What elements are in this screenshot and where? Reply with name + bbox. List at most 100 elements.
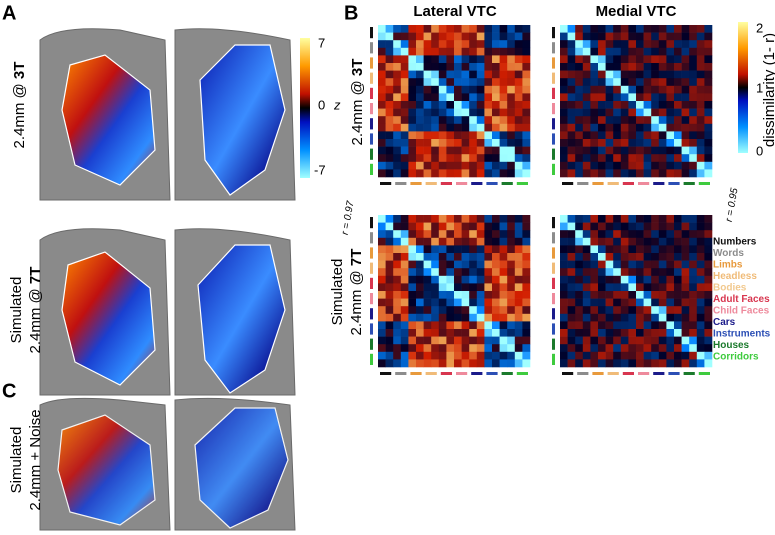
matrix-cell bbox=[590, 85, 599, 94]
matrix-cell bbox=[461, 245, 470, 254]
matrix-cell bbox=[666, 336, 675, 345]
matrix-cell bbox=[613, 230, 622, 239]
matrix-cell bbox=[704, 101, 713, 109]
matrix-cell bbox=[575, 78, 584, 87]
matrix-cell bbox=[560, 123, 568, 132]
matrix-cell bbox=[476, 306, 485, 315]
matrix-cell bbox=[560, 139, 568, 147]
matrix-cell bbox=[469, 253, 478, 261]
matrix-cell bbox=[378, 93, 386, 102]
matrix-cell bbox=[522, 329, 531, 337]
matrix-cell bbox=[461, 161, 470, 170]
matrix-cell bbox=[492, 268, 500, 277]
matrix-cell bbox=[454, 313, 462, 322]
matrix-cell bbox=[416, 260, 424, 269]
matrix-cell bbox=[567, 85, 576, 94]
matrix-cell bbox=[484, 146, 493, 155]
category-tick bbox=[471, 182, 483, 185]
matrix-cell bbox=[628, 63, 637, 71]
matrix-cell bbox=[514, 329, 523, 337]
matrix-cell bbox=[620, 139, 629, 147]
matrix-cell bbox=[567, 40, 576, 49]
matrix-cell bbox=[598, 154, 606, 163]
matrix-cell bbox=[605, 93, 614, 102]
matrix-cell bbox=[643, 329, 652, 337]
matrix-cell bbox=[385, 85, 394, 94]
matrix-cell bbox=[681, 161, 690, 170]
matrix-cell bbox=[643, 275, 652, 284]
matrix-cell bbox=[393, 237, 402, 246]
matrix-cell bbox=[378, 237, 386, 246]
row-label: 2.4mm + Noise bbox=[27, 409, 44, 510]
category-tick bbox=[395, 182, 407, 185]
matrix-cell bbox=[704, 63, 713, 71]
matrix-cell bbox=[492, 275, 500, 284]
matrix-cell bbox=[651, 47, 660, 56]
category-tick bbox=[622, 372, 634, 375]
matrix-cell bbox=[469, 283, 478, 292]
matrix-cell bbox=[385, 351, 394, 360]
matrix-cell bbox=[423, 85, 432, 94]
category-tick bbox=[552, 217, 555, 229]
matrix-cell bbox=[567, 306, 576, 315]
matrix-cell bbox=[393, 63, 402, 71]
matrix-cell bbox=[476, 131, 485, 140]
matrix-cell bbox=[582, 85, 591, 94]
matrix-cell bbox=[560, 253, 568, 261]
matrix-cell bbox=[393, 139, 402, 147]
matrix-cell bbox=[400, 291, 409, 299]
matrix-cell bbox=[507, 55, 516, 64]
matrix-cell bbox=[446, 321, 455, 330]
matrix-cell bbox=[613, 306, 622, 315]
matrix-cell bbox=[507, 291, 516, 299]
matrix-cell bbox=[454, 215, 462, 223]
matrix-cell bbox=[613, 146, 622, 155]
matrix-cell bbox=[575, 344, 584, 353]
label-part: 2.4mm @ bbox=[348, 266, 365, 335]
matrix-cell bbox=[416, 275, 424, 284]
matrix-cell bbox=[492, 161, 500, 170]
matrix-cell bbox=[492, 298, 500, 307]
matrix-cell bbox=[438, 351, 447, 360]
matrix-cell bbox=[681, 336, 690, 345]
matrix-cell bbox=[416, 47, 424, 56]
matrix-cell bbox=[575, 329, 584, 337]
matrix-cell bbox=[423, 123, 432, 132]
colorbar-tick: 7 bbox=[318, 35, 325, 50]
matrix-cell bbox=[484, 230, 493, 239]
matrix-cell bbox=[696, 154, 705, 163]
category-tick bbox=[638, 372, 650, 375]
matrix-cell bbox=[620, 55, 629, 64]
matrix-cell bbox=[492, 230, 500, 239]
matrix-cell bbox=[674, 253, 682, 261]
category-tick bbox=[370, 323, 373, 335]
matrix-cell bbox=[438, 359, 447, 368]
matrix-cell bbox=[393, 116, 402, 125]
matrix-cell bbox=[476, 291, 485, 299]
matrix-cell bbox=[393, 275, 402, 284]
matrix-cell bbox=[431, 237, 440, 246]
matrix-cell bbox=[476, 154, 485, 163]
category-tick bbox=[425, 182, 437, 185]
matrix-cell bbox=[598, 313, 606, 322]
matrix-cell bbox=[461, 268, 470, 277]
matrix-cell bbox=[469, 32, 478, 41]
matrix-cell bbox=[681, 306, 690, 315]
matrix-cell bbox=[522, 123, 531, 132]
matrix-cell bbox=[658, 108, 667, 117]
matrix-cell bbox=[681, 291, 690, 299]
matrix-cell bbox=[446, 351, 455, 360]
matrix-cell bbox=[620, 344, 629, 353]
colorbar-tick: 2 bbox=[756, 20, 763, 35]
matrix-cell bbox=[598, 139, 606, 147]
matrix-cell bbox=[598, 351, 606, 360]
matrix-cell bbox=[393, 70, 402, 79]
matrix-cell bbox=[378, 47, 386, 56]
matrix-cell bbox=[499, 268, 508, 277]
matrix-cell bbox=[567, 359, 576, 368]
matrix-cell bbox=[446, 169, 455, 178]
matrix-cell bbox=[613, 237, 622, 246]
matrix-cell bbox=[492, 291, 500, 299]
matrix-cell bbox=[408, 344, 417, 353]
matrix-cell bbox=[499, 63, 508, 71]
